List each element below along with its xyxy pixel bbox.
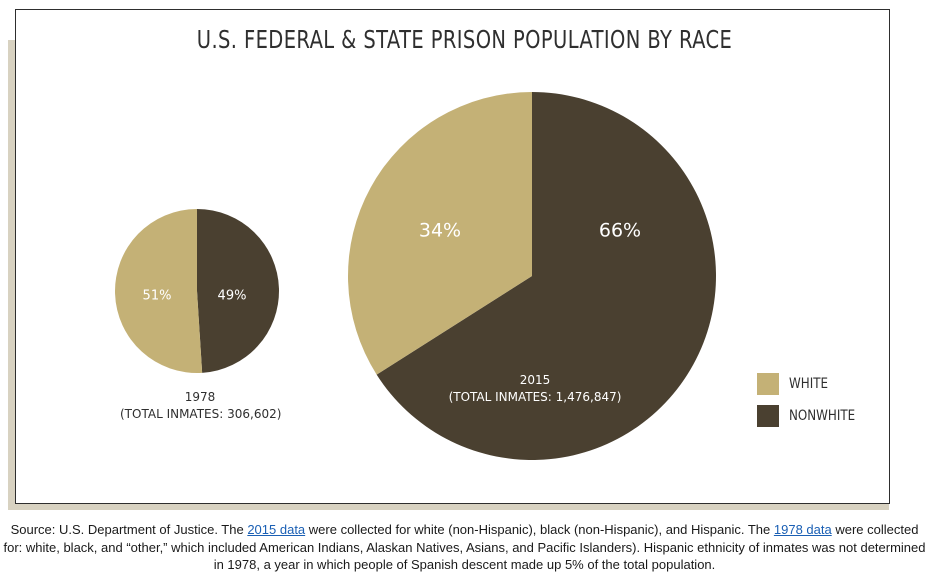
caption-1978-year: 1978 — [184, 390, 216, 404]
chart-title: U.S. FEDERAL & STATE PRISON POPULATION B… — [196, 25, 733, 54]
legend-item-nonwhite: NONWHITE — [757, 405, 867, 427]
caption-2015: 2015 (TOTAL INMATES: 1,476,847) — [445, 372, 625, 406]
legend-swatch-white — [757, 373, 779, 395]
source-text-2: were collected for white (non-Hispanic),… — [305, 522, 774, 537]
pie-1978-label-nonwhite: 49% — [218, 289, 247, 304]
caption-1978: 1978 (TOTAL INMATES: 306,602) — [120, 389, 282, 423]
pie-1978-slice-white — [115, 209, 203, 373]
pie-2015-label-nonwhite: 66% — [599, 220, 641, 242]
pie-2015-slice-white — [348, 92, 532, 375]
pie-2015-slice-nonwhite — [376, 92, 716, 460]
link-2015-data[interactable]: 2015 data — [247, 522, 306, 537]
source-note: Source: U.S. Department of Justice. The … — [0, 521, 929, 574]
source-text-3: were collected for: white, black, and “o… — [3, 522, 926, 572]
pie-1978-label-white: 51% — [143, 289, 172, 304]
legend-label-white: WHITE — [789, 376, 829, 392]
pie-1978-slice-nonwhite — [197, 209, 280, 373]
pie-2015-label-white: 34% — [419, 220, 461, 242]
legend-item-white: WHITE — [757, 373, 867, 395]
link-1978-data[interactable]: 1978 data — [773, 522, 832, 537]
legend: WHITE NONWHITE — [757, 373, 867, 437]
source-text-1: Source: U.S. Department of Justice. The — [10, 522, 248, 537]
legend-swatch-nonwhite — [757, 405, 779, 427]
legend-label-nonwhite: NONWHITE — [789, 408, 856, 424]
caption-2015-total: (TOTAL INMATES: 1,476,847) — [448, 390, 622, 404]
caption-1978-total: (TOTAL INMATES: 306,602) — [120, 407, 282, 421]
caption-2015-year: 2015 — [519, 373, 551, 387]
